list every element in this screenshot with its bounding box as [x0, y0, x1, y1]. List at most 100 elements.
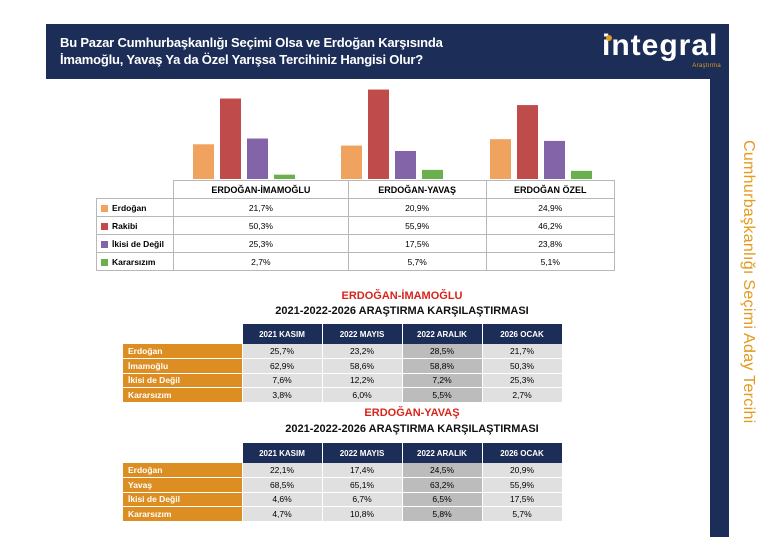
bar-3-3	[544, 140, 565, 179]
results-table: ERDOĞAN-İMAMOĞLU ERDOĞAN-YAVAŞ ERDOĞAN Ö…	[96, 180, 616, 271]
bar-1-2	[220, 98, 241, 179]
col-header: ERDOĞAN-YAVAŞ	[347, 180, 487, 199]
table-cell: 21,7%	[482, 344, 563, 359]
table-row: Kararsızım 2,7% 5,7% 5,1%	[96, 252, 616, 271]
table-row: Yavaş 68,5% 65,1% 63,2% 55,9%	[123, 477, 563, 493]
table-cell: 20,9%	[347, 198, 487, 217]
side-bar	[710, 79, 729, 537]
bar-3-2	[517, 105, 538, 179]
table-cell: 6,7%	[322, 492, 403, 507]
table-row: İkisi de Değil 4,6% 6,7% 6,5% 17,5%	[123, 492, 563, 507]
table-row: Kararsızım 4,7% 10,8% 5,8% 5,7%	[123, 506, 563, 522]
table-row: İkisi de Değil 25,3% 17,5% 23,8%	[96, 234, 616, 253]
table-corner	[96, 180, 174, 199]
row-label: Rakibi	[96, 216, 174, 235]
section-title-imamoglu: ERDOĞAN-İMAMOĞLU	[341, 290, 463, 302]
table-cell: 17,4%	[322, 463, 403, 478]
bar-3-4	[571, 170, 592, 179]
table-cell: 20,9%	[482, 463, 563, 478]
table-cell: 2,7%	[173, 252, 349, 271]
row-label: Kararsızım	[96, 252, 174, 271]
table-cell: 23,8%	[485, 234, 616, 253]
bar-2-2	[368, 89, 389, 179]
bar-2-4	[422, 169, 443, 179]
table-row: İmamoğlu 62,9% 58,6% 58,8% 50,3%	[123, 358, 563, 374]
col-header: 2022 ARALIK	[402, 324, 483, 344]
logo-dot	[606, 35, 612, 41]
table-cell: 7,2%	[402, 373, 483, 388]
title-line-1: Bu Pazar Cumhurbaşkanlığı Seçimi Olsa ve…	[60, 35, 443, 50]
table-cell: 68,5%	[242, 477, 323, 493]
legend-label: Kararsızım	[112, 256, 156, 267]
table-cell: 7,6%	[242, 373, 323, 388]
table-cell: 46,2%	[485, 216, 616, 235]
legend-swatch	[101, 222, 108, 230]
slide-header: Bu Pazar Cumhurbaşkanlığı Seçimi Olsa ve…	[46, 24, 729, 79]
row-label: İkisi de Değil	[96, 234, 174, 253]
table-row: Rakibi 50,3% 55,9% 46,2%	[96, 216, 616, 235]
table-cell: 25,3%	[173, 234, 349, 253]
legend-swatch	[101, 240, 108, 248]
row-label: Yavaş	[123, 477, 243, 493]
row-label: Erdoğan	[123, 463, 243, 478]
col-header: 2026 OCAK	[482, 443, 563, 463]
section-title-yavas: ERDOĞAN-YAVAŞ	[364, 407, 460, 419]
table-cell: 63,2%	[402, 477, 483, 493]
table-row: İkisi de Değil 7,6% 12,2% 7,2% 25,3%	[123, 373, 563, 388]
col-header: ERDOĞAN-İMAMOĞLU	[173, 180, 349, 199]
table-cell: 17,5%	[482, 492, 563, 507]
title-line-2: İmamoğlu, Yavaş Ya da Özel Yarışsa Terci…	[60, 52, 423, 67]
row-label: İmamoğlu	[123, 358, 243, 374]
section-subtitle-imamoglu: 2021-2022-2026 ARAŞTIRMA KARŞILAŞTIRMASI	[275, 305, 529, 317]
table-cell: 4,7%	[242, 506, 323, 522]
table-cell: 10,8%	[322, 506, 403, 522]
table-cell: 55,9%	[482, 477, 563, 493]
col-header: 2026 OCAK	[482, 324, 563, 344]
comparison-table-yavas: 2021 KASIM 2022 MAYIS 2022 ARALIK 2026 O…	[123, 443, 563, 522]
table-cell: 5,7%	[347, 252, 487, 271]
row-label: Kararsızım	[123, 506, 243, 522]
row-label: Kararsızım	[123, 387, 243, 403]
table-cell: 5,1%	[485, 252, 616, 271]
logo-word: integral	[602, 29, 719, 62]
table-cell: 58,8%	[402, 358, 483, 374]
table-cell: 50,3%	[173, 216, 349, 235]
table-cell: 25,7%	[242, 344, 323, 359]
table-cell: 62,9%	[242, 358, 323, 374]
col-header: 2021 KASIM	[242, 443, 323, 463]
col-header: 2022 MAYIS	[322, 443, 403, 463]
row-label: İkisi de Değil	[123, 373, 243, 388]
table-cell: 17,5%	[347, 234, 487, 253]
table-cell: 65,1%	[322, 477, 403, 493]
table-cell: 24,5%	[402, 463, 483, 478]
table-corner	[123, 443, 243, 463]
row-label: İkisi de Değil	[123, 492, 243, 507]
comparison-table-imamoglu: 2021 KASIM 2022 MAYIS 2022 ARALIK 2026 O…	[123, 324, 563, 403]
table-row: Kararsızım 3,8% 6,0% 5,5% 2,7%	[123, 387, 563, 403]
section-subtitle-yavas: 2021-2022-2026 ARAŞTIRMA KARŞILAŞTIRMASI	[285, 423, 539, 435]
row-label: Erdoğan	[123, 344, 243, 359]
table-cell: 4,6%	[242, 492, 323, 507]
table-cell: 5,7%	[482, 506, 563, 522]
table-cell: 55,9%	[347, 216, 487, 235]
table-cell: 50,3%	[482, 358, 563, 374]
table-cell: 2,7%	[482, 387, 563, 403]
col-header: 2022 ARALIK	[402, 443, 483, 463]
side-title: Cumhurbaşkanlığı Seçimi Aday Tercihi	[740, 140, 757, 424]
col-header: 2021 KASIM	[242, 324, 323, 344]
col-header: ERDOĞAN ÖZEL	[485, 180, 616, 199]
legend-label: Erdoğan	[112, 202, 147, 213]
bar-1-3	[247, 138, 268, 179]
table-cell: 6,5%	[402, 492, 483, 507]
table-cell: 23,2%	[322, 344, 403, 359]
legend-swatch	[101, 258, 108, 266]
table-row: Erdoğan 22,1% 17,4% 24,5% 20,9%	[123, 463, 563, 478]
table-cell: 12,2%	[322, 373, 403, 388]
bar-2-1	[341, 145, 362, 179]
bar-1-4	[274, 174, 295, 179]
table-cell: 22,1%	[242, 463, 323, 478]
table-cell: 24,9%	[485, 198, 616, 217]
table-cell: 5,5%	[402, 387, 483, 403]
table-row: Erdoğan 21,7% 20,9% 24,9%	[96, 198, 616, 217]
